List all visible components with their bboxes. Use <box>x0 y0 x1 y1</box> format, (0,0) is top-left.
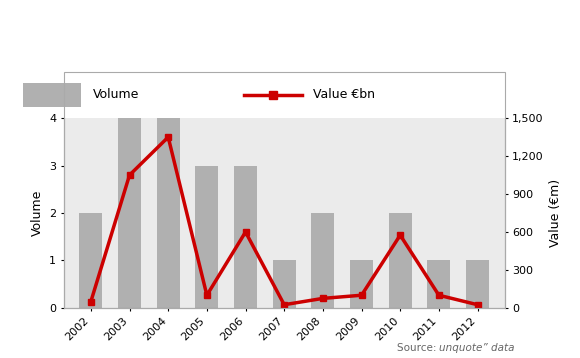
Bar <box>157 118 180 308</box>
Bar <box>234 165 257 308</box>
Bar <box>466 261 489 308</box>
Text: Source:: Source: <box>397 343 440 353</box>
Bar <box>427 261 451 308</box>
Text: Volume: Volume <box>93 88 139 101</box>
Y-axis label: Volume: Volume <box>31 190 44 236</box>
Bar <box>273 261 296 308</box>
Y-axis label: Value (€m): Value (€m) <box>549 179 563 247</box>
Bar <box>195 165 219 308</box>
FancyBboxPatch shape <box>23 83 81 107</box>
Bar <box>350 261 373 308</box>
Text: Value €bn: Value €bn <box>313 88 375 101</box>
Text: unquote” data: unquote” data <box>439 343 514 353</box>
Bar <box>311 213 335 308</box>
Bar <box>118 118 141 308</box>
Bar <box>79 213 103 308</box>
Bar <box>389 213 412 308</box>
Text: Private equity investments in European cinemas: Private equity investments in European c… <box>71 27 509 45</box>
